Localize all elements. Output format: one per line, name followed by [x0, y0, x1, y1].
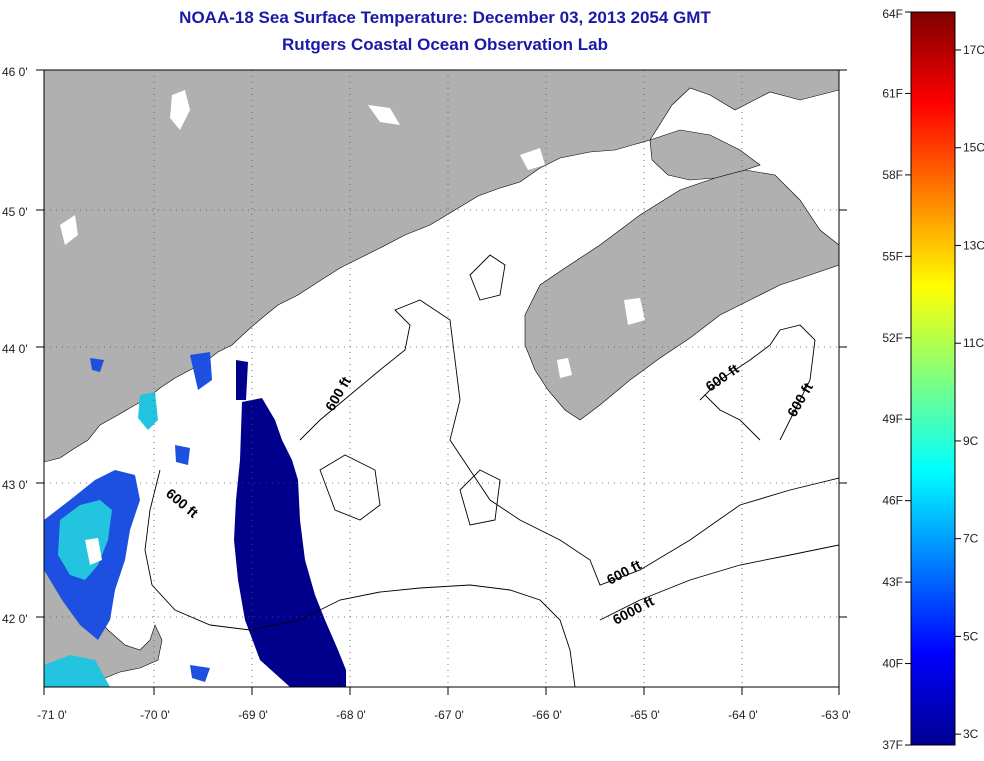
- colorbar-label-f: 49F: [882, 412, 903, 426]
- lat-label: 42 0': [2, 612, 28, 626]
- colorbar-gradient: [910, 11, 956, 746]
- land-new-brunswick: [649, 129, 761, 181]
- inland-lakes: [60, 90, 645, 378]
- lat-label: 45 0': [2, 205, 28, 219]
- graticule: [44, 70, 839, 687]
- colorbar-label-f: 46F: [882, 494, 903, 508]
- lon-label: -67 0': [434, 708, 464, 722]
- colorbar-label-f: 64F: [882, 7, 903, 21]
- colorbar-label-f: 37F: [882, 738, 903, 752]
- lon-label: -69 0': [238, 708, 268, 722]
- land-new-england: [44, 70, 839, 463]
- lat-label: 44 0': [2, 342, 28, 356]
- lon-label: -66 0': [532, 708, 562, 722]
- map-subtitle: Rutgers Coastal Ocean Observation Lab: [282, 35, 608, 54]
- lon-label: -65 0': [630, 708, 660, 722]
- colorbar-label-f: 40F: [882, 657, 903, 671]
- sst-coastal-patch: [44, 352, 212, 687]
- colorbar-label-c: 13C: [963, 238, 984, 252]
- colorbar-label-f: 61F: [882, 86, 903, 100]
- lon-label: -63 0': [821, 708, 851, 722]
- plot-frame: [43, 69, 840, 688]
- lat-label: 43 0': [2, 478, 28, 492]
- colorbar-label-c: 11C: [963, 336, 984, 350]
- colorbar-label-c: 17C: [963, 43, 984, 57]
- colorbar-label-c: 3C: [963, 727, 979, 741]
- colorbar-label-f: 58F: [882, 168, 903, 182]
- colorbar-label-f: 43F: [882, 575, 903, 589]
- lat-label: 46 0': [2, 65, 28, 79]
- axis-ticks: [36, 69, 847, 695]
- lon-label: -64 0': [728, 708, 758, 722]
- colorbar-label-f: 55F: [882, 249, 903, 263]
- colorbar-label-c: 15C: [963, 141, 984, 155]
- land-nova-scotia: [524, 169, 839, 421]
- sst-cold-patch: [90, 358, 346, 687]
- lon-label: -68 0': [336, 708, 366, 722]
- lon-label: -71 0': [37, 708, 67, 722]
- colorbar-label-f: 52F: [882, 331, 903, 345]
- colorbar-label-c: 9C: [963, 434, 979, 448]
- colorbar-label-c: 5C: [963, 629, 979, 643]
- lon-label: -70 0': [140, 708, 170, 722]
- map-title: NOAA-18 Sea Surface Temperature: Decembe…: [179, 8, 711, 27]
- colorbar-label-c: 7C: [963, 532, 979, 546]
- depth-contours: [144, 254, 839, 687]
